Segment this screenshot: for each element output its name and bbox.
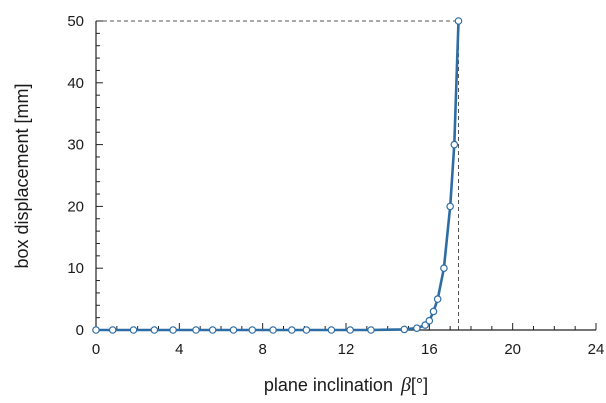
x-tick-label: 16 xyxy=(421,341,438,358)
data-point xyxy=(129,326,138,334)
data-point xyxy=(433,295,442,303)
data-point xyxy=(229,326,238,334)
tick-labels: 0 4 8 12 16 20 24 0 10 20 30 40 50 xyxy=(67,13,604,358)
x-tick-label: 8 xyxy=(258,341,266,358)
reference-lines xyxy=(96,20,459,330)
y-tick-label: 30 xyxy=(67,137,84,154)
data-point xyxy=(302,326,311,334)
x-tick-label: 0 xyxy=(92,341,100,358)
data-point xyxy=(450,140,459,149)
y-tick-label: 0 xyxy=(76,322,84,339)
data-point xyxy=(454,17,463,25)
y-axis-title: box displacement [mm] xyxy=(12,83,32,268)
data-point xyxy=(92,326,100,334)
data-point xyxy=(288,326,296,334)
data-point xyxy=(440,264,448,273)
data-point xyxy=(429,307,438,316)
data-point xyxy=(248,326,257,334)
data-point xyxy=(400,325,409,334)
x-axis-title-text: plane inclination xyxy=(264,375,393,395)
x-tick-label: 12 xyxy=(338,341,355,358)
x-axis-symbol: β xyxy=(400,374,411,396)
y-tick-label: 40 xyxy=(67,75,84,92)
data-point xyxy=(413,324,421,332)
data-point xyxy=(269,326,277,334)
x-axis-title: plane inclination β[°] xyxy=(264,374,428,396)
data-point xyxy=(150,326,159,334)
data-point xyxy=(327,326,336,334)
y-tick-label: 10 xyxy=(67,260,84,277)
data-point xyxy=(367,326,375,334)
data-point xyxy=(169,326,177,334)
axes xyxy=(95,20,597,331)
data-point xyxy=(346,326,354,334)
data-series xyxy=(92,17,463,334)
x-axis-unit: [°] xyxy=(411,375,428,395)
y-tick-label: 50 xyxy=(67,13,84,30)
x-tick-label: 4 xyxy=(175,341,183,358)
data-point xyxy=(108,326,117,334)
data-point xyxy=(446,202,454,211)
x-tick-label: 20 xyxy=(504,341,521,358)
data-point xyxy=(425,316,434,325)
series-line xyxy=(96,20,460,332)
data-point xyxy=(208,326,217,334)
x-tick-label: 24 xyxy=(588,341,605,358)
y-tick-label: 20 xyxy=(67,198,84,215)
data-point xyxy=(192,326,200,334)
